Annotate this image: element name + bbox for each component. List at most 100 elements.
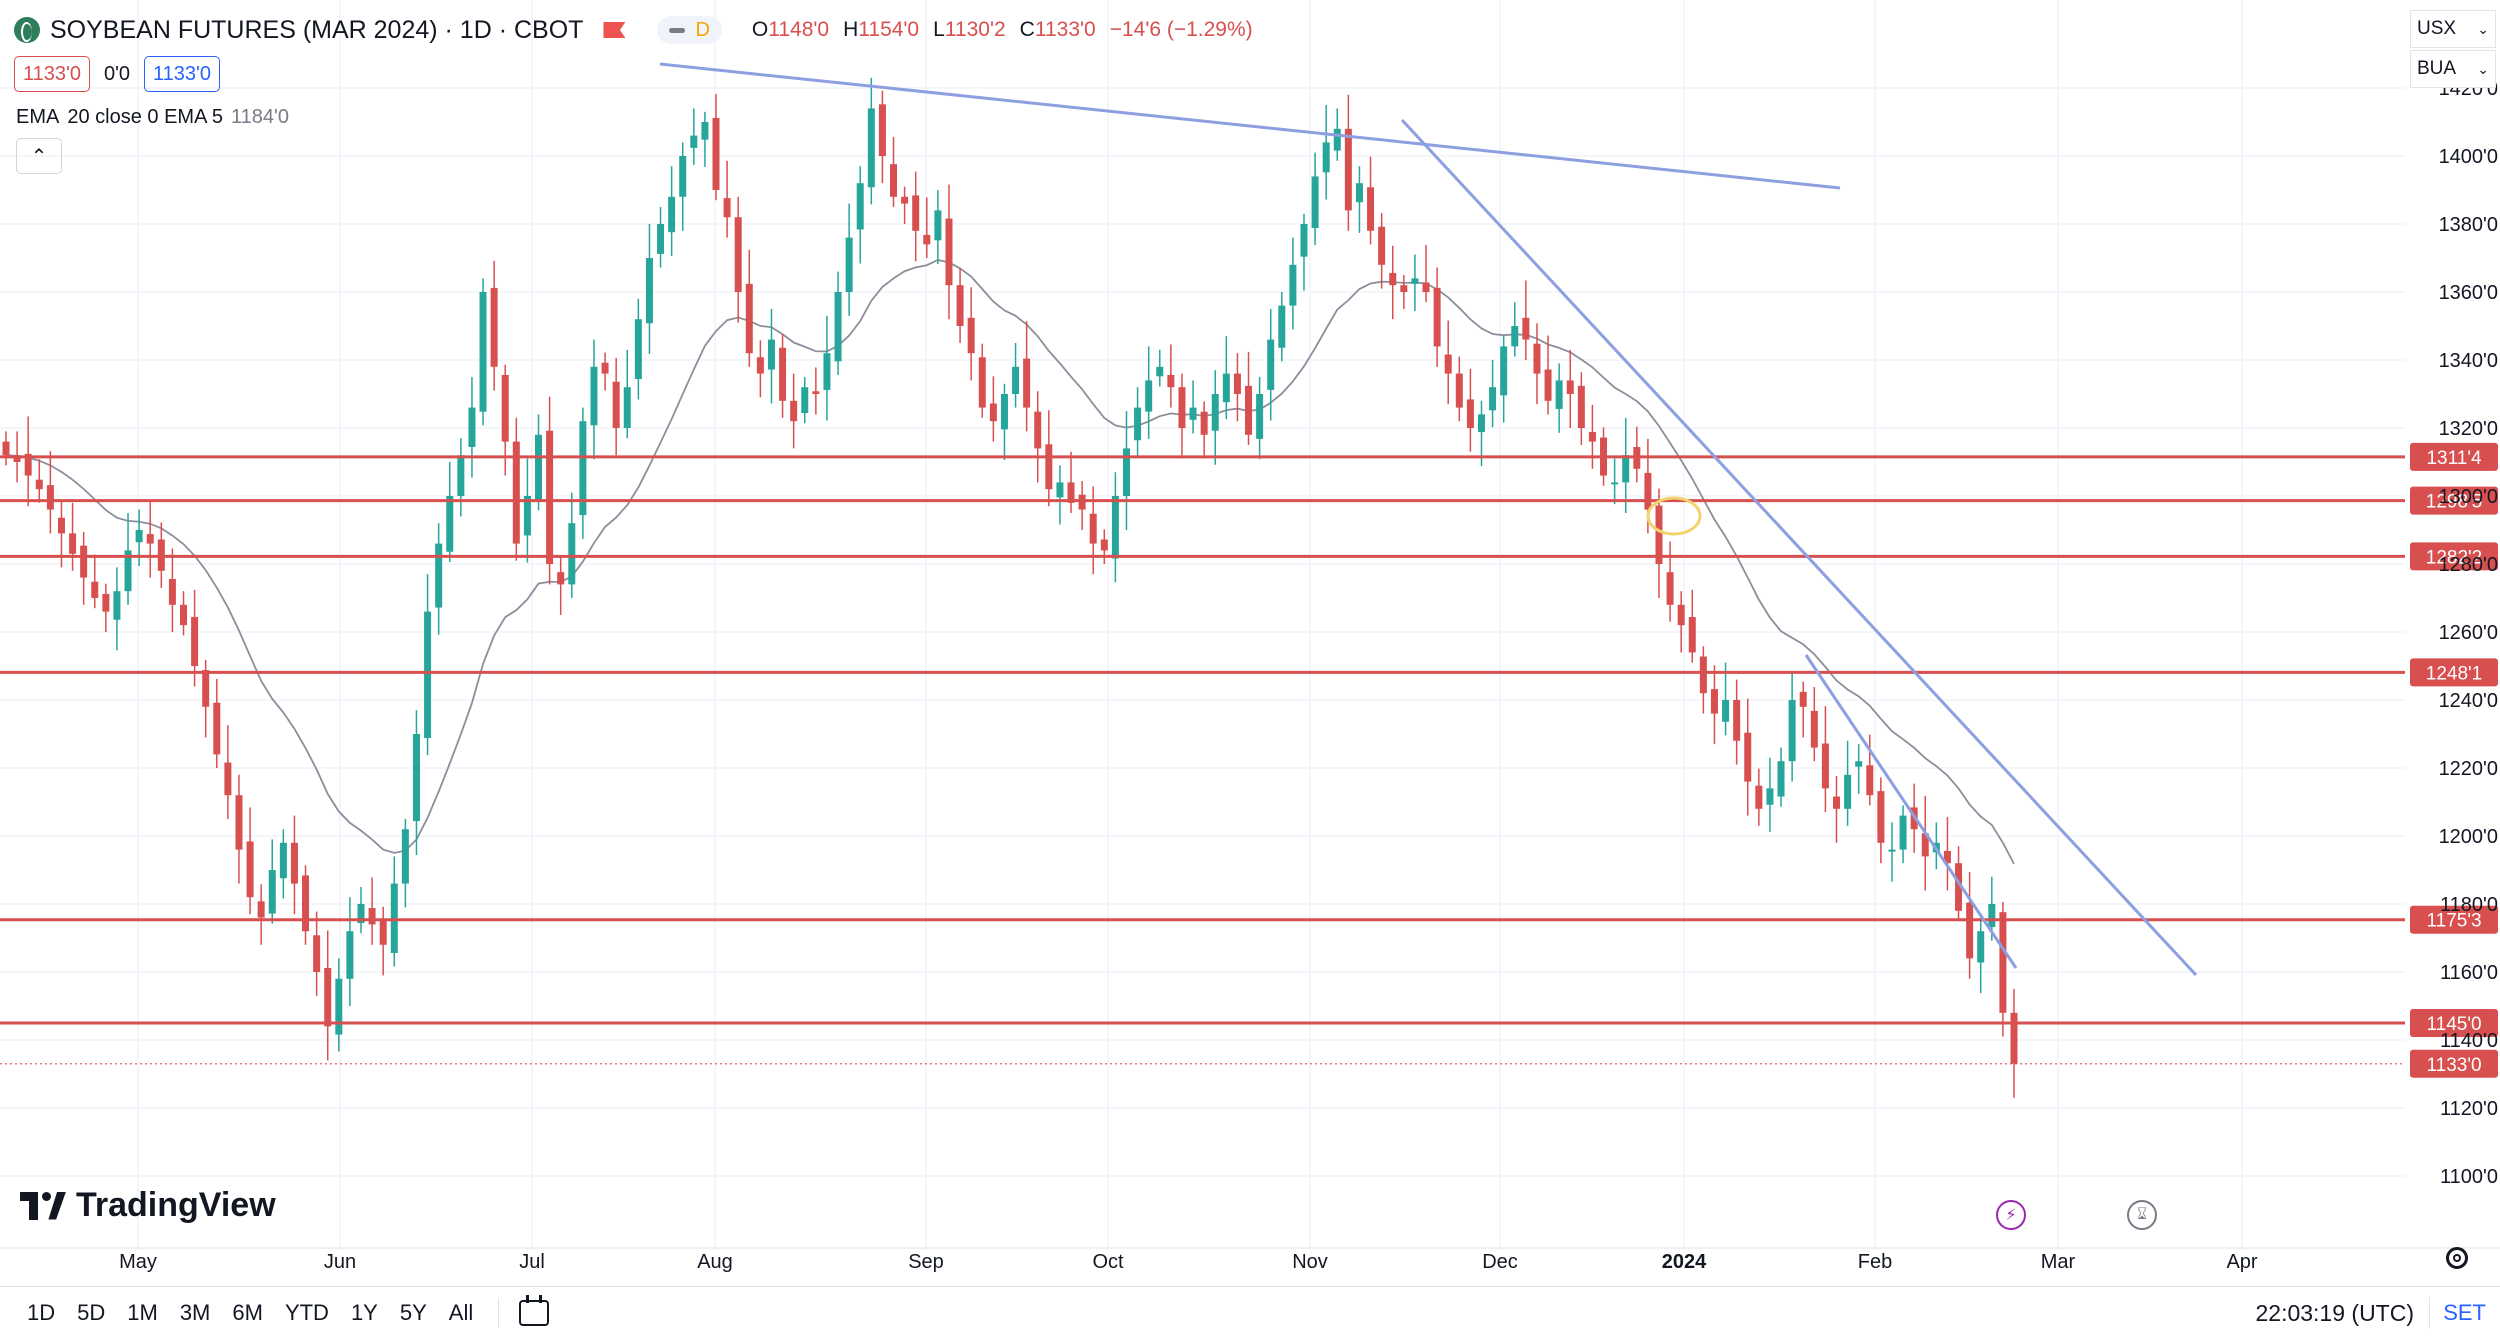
candle-body [191,617,199,666]
candle-body [146,534,154,544]
range-all-button[interactable]: All [448,1300,474,1325]
range-1d-button[interactable]: 1D [27,1300,56,1325]
candle-body [1555,380,1563,409]
range-ytd-button[interactable]: YTD [284,1300,329,1325]
trend-line[interactable] [659,62,1841,190]
open-label: O [751,18,769,41]
candle-body [1145,380,1153,412]
x-tick-label: Feb [1858,1251,1892,1273]
sell-price-button[interactable]: 1133'0 [14,56,90,92]
flag-icon[interactable] [603,22,626,38]
calendar-icon[interactable] [519,1295,550,1326]
candle-body [1267,339,1275,390]
currency-unit: USX [2417,18,2457,39]
tradingview-mark-icon [20,1191,66,1220]
candle-body [1943,850,1951,864]
candle-body [1067,482,1075,503]
indicator-legend[interactable]: EMA 20 close 0 EMA 5 1184'0 [16,106,289,129]
candle-body [180,604,188,626]
candle-body [1455,373,1463,408]
candle-body [1699,656,1707,694]
y-tick-label: 1400'0 [2439,146,2498,168]
change-value: −14'6 (−1.29%) [1109,18,1253,41]
candle-body [113,591,121,620]
candle-body [290,842,298,884]
candle-body [1355,183,1363,203]
buy-price-button[interactable]: 1133'0 [144,56,220,92]
candle-body [1322,142,1330,173]
candle-body [546,430,554,564]
tradingview-logo[interactable]: TradingView [20,1186,276,1225]
candle-body [1821,743,1829,789]
candle-body [124,550,132,592]
candle-body [856,183,864,230]
x-tick-label: Mar [2041,1251,2076,1273]
y-tick-label: 1160'0 [2440,962,2498,984]
candle-body [634,319,642,380]
y-tick-label: 1100'0 [2440,1166,2498,1188]
high-label: H [843,18,859,41]
candle-body [1566,380,1574,394]
candle-body [557,572,565,585]
unit-select[interactable]: BUA ⌄ [2410,50,2496,88]
lightning-icon[interactable]: ⚡︎ [1996,1200,2026,1230]
utc-clock[interactable]: 22:03:19 (UTC) [2255,1299,2414,1326]
symbol-title[interactable]: SOYBEAN FUTURES (MAR 2024) · 1D · CBOT [50,15,584,44]
y-tick-label: 1220'0 [2439,758,2498,780]
collapse-legend-button[interactable]: ⌃ [16,138,62,174]
hourglass-icon[interactable]: ⌛︎ [2127,1200,2157,1230]
level-price-label: 1145'0 [2426,1014,2481,1035]
candle-body [1766,788,1774,805]
range-6m-button[interactable]: 6M [232,1300,263,1325]
y-tick-label: 1300'0 [2439,486,2498,508]
tradingview-logo-text: TradingView [76,1186,276,1224]
gear-icon[interactable] [2446,1247,2468,1269]
candle-body [1156,366,1164,377]
candle-body [324,967,332,1027]
unit-multiplier: BUA [2417,58,2457,79]
ema-line [5,259,2015,865]
bottom-toolbar: 1D 5D 1M 3M 6M YTD 1Y 5Y All 22:03:19 (U… [0,1286,2500,1339]
range-3m-button[interactable]: 3M [179,1300,211,1325]
candle-body [202,670,210,707]
candle-body [1389,272,1397,286]
candle-body [612,381,620,428]
candle-body [712,117,720,190]
candle-body [1777,761,1785,797]
candle-body [967,317,975,354]
candle-body [1311,176,1319,229]
candle-body [1966,902,1974,959]
set-button[interactable]: SET [2443,1300,2486,1325]
low-value: 1130'2 [944,18,1006,41]
x-tick-label: Apr [2226,1251,2257,1273]
candle-body [1844,774,1852,809]
market-status-icon [669,27,686,33]
range-1m-button[interactable]: 1M [127,1300,158,1325]
candle-body [1466,399,1474,428]
candle-body [1866,765,1874,796]
range-5y-button[interactable]: 5Y [399,1300,427,1325]
candle-body [368,908,376,925]
candle-body [257,901,265,918]
y-tick-label: 1240'0 [2439,690,2498,712]
candle-body [801,387,809,414]
candle-body [213,702,221,755]
candle-body [1921,833,1929,857]
trend-line[interactable] [1804,654,2018,969]
indicator-value: 1184'0 [231,106,289,128]
trend-line[interactable] [1400,118,2198,977]
range-1y-button[interactable]: 1Y [350,1300,378,1325]
candle-body [723,198,731,218]
candle-body [1999,912,2007,1013]
symbol-header: SOYBEAN FUTURES (MAR 2024) · 1D · CBOT D… [14,10,1253,50]
interval-badge: D [695,18,710,41]
interval-pill[interactable]: D [657,16,722,44]
currency-select[interactable]: USX ⌄ [2410,10,2496,48]
range-5d-button[interactable]: 5D [77,1300,106,1325]
candle-body [535,434,543,501]
candle-body [1000,394,1008,430]
highlight-circle[interactable] [1646,496,1702,536]
level-price-label: 1248'1 [2426,663,2482,684]
toolbar-divider [2429,1297,2430,1329]
